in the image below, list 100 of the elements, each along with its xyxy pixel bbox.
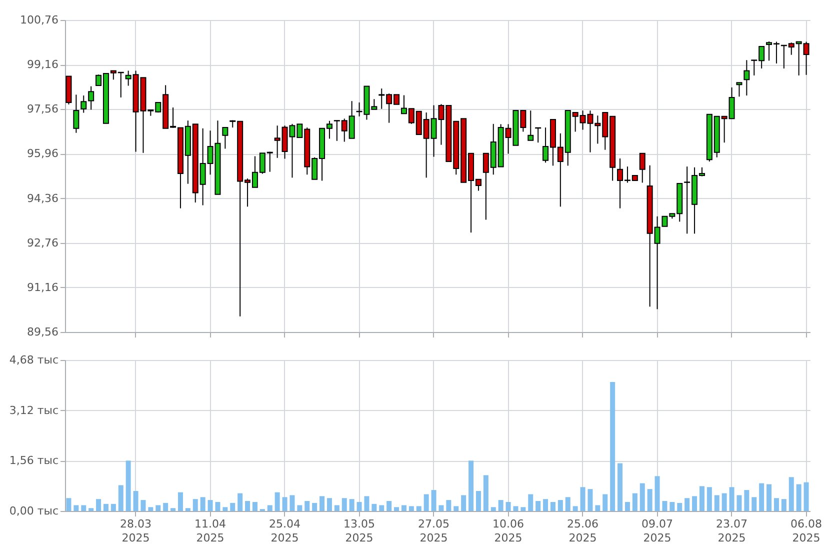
- bar: [536, 501, 541, 511]
- bar: [342, 498, 347, 511]
- bar: [490, 507, 496, 511]
- x-tick-label: 13.05 2025: [344, 518, 376, 544]
- bar: [662, 501, 668, 511]
- bar: [326, 498, 332, 511]
- bar: [81, 505, 86, 511]
- bar: [744, 490, 750, 511]
- bar: [349, 499, 354, 511]
- x-tick-label: 25.04 2025: [269, 518, 301, 544]
- bar: [722, 493, 727, 511]
- bar: [96, 499, 102, 511]
- bar: [618, 463, 623, 511]
- y-tick-label: 3,12 тыс: [9, 404, 58, 417]
- bar: [647, 489, 652, 511]
- bar: [215, 502, 220, 511]
- bar: [580, 487, 586, 511]
- bar: [416, 506, 422, 511]
- bar: [483, 475, 488, 511]
- bar: [230, 502, 236, 511]
- bar: [245, 501, 250, 511]
- bar: [200, 497, 206, 511]
- candlestick: [528, 110, 534, 141]
- bar: [133, 490, 138, 511]
- bar: [699, 486, 704, 511]
- bar: [781, 499, 786, 511]
- bar: [706, 487, 712, 511]
- bar: [670, 502, 675, 511]
- bar: [528, 494, 534, 511]
- bar: [304, 501, 310, 511]
- bar: [424, 494, 429, 511]
- bar: [640, 483, 645, 511]
- bar: [752, 497, 757, 511]
- bar: [170, 508, 176, 511]
- bar: [602, 494, 608, 511]
- y-tick-label: 91,16: [27, 280, 58, 294]
- bar: [163, 502, 168, 511]
- bar: [468, 460, 474, 511]
- bar: [267, 505, 272, 511]
- bar: [632, 493, 638, 511]
- bar: [692, 496, 698, 511]
- bar: [282, 497, 288, 511]
- bar: [252, 502, 258, 511]
- x-tick-label: 06.08 2025: [790, 518, 822, 544]
- bar: [140, 500, 146, 511]
- y-tick-label: 0,00 тыс: [9, 504, 58, 518]
- bar: [520, 507, 526, 511]
- x-tick-label: 25.06 2025: [567, 518, 599, 544]
- bar: [185, 508, 190, 511]
- y-tick-label: 95,96: [27, 147, 58, 160]
- bar: [312, 502, 318, 511]
- bar: [103, 504, 108, 511]
- bar: [677, 502, 682, 511]
- bar: [796, 484, 802, 511]
- bar: [461, 495, 466, 511]
- bar: [88, 508, 94, 511]
- bar: [513, 506, 518, 511]
- x-tick-label: 23.07 2025: [716, 518, 748, 544]
- bar: [74, 505, 79, 511]
- bar: [714, 495, 720, 511]
- bar: [110, 504, 116, 511]
- bar: [654, 476, 660, 511]
- y-tick-label: 4,68 тыс: [9, 354, 58, 366]
- bar: [156, 505, 161, 511]
- x-tick-label: 10.06 2025: [492, 518, 524, 544]
- bar: [454, 506, 459, 511]
- bar: [431, 490, 436, 511]
- y-tick-label: 1,56 тыс: [9, 454, 58, 468]
- x-tick-label: 11.04 2025: [194, 518, 226, 544]
- bar: [290, 495, 295, 511]
- bar: [66, 498, 72, 511]
- bar: [446, 500, 452, 511]
- bar: [558, 500, 563, 511]
- candlestick: [744, 60, 750, 96]
- bar: [766, 484, 772, 511]
- bar: [386, 501, 392, 511]
- bar: [394, 507, 400, 511]
- bar: [736, 495, 742, 511]
- bar: [729, 487, 734, 511]
- bar: [208, 500, 213, 511]
- bar: [379, 505, 384, 511]
- bar: [222, 507, 228, 511]
- y-tick-label: 99,16: [27, 58, 58, 72]
- x-tick-label: 09.07 2025: [642, 518, 674, 544]
- y-tick-label: 92,76: [27, 236, 58, 250]
- bar: [408, 506, 414, 511]
- bar: [774, 498, 779, 511]
- x-tick-label: 27.05 2025: [418, 518, 450, 544]
- candlestick: [639, 152, 646, 184]
- bar: [334, 505, 340, 511]
- y-tick-label: 89,56: [27, 326, 58, 338]
- x-tick-label: 28.03 2025: [120, 518, 152, 544]
- bar: [372, 504, 377, 511]
- bar: [238, 493, 243, 511]
- bar: [178, 492, 183, 511]
- y-tick-label: 94,36: [27, 192, 58, 205]
- bar: [543, 499, 548, 511]
- candlestick: [222, 127, 228, 150]
- bar: [192, 499, 198, 511]
- y-tick-label: 100,76: [20, 14, 58, 26]
